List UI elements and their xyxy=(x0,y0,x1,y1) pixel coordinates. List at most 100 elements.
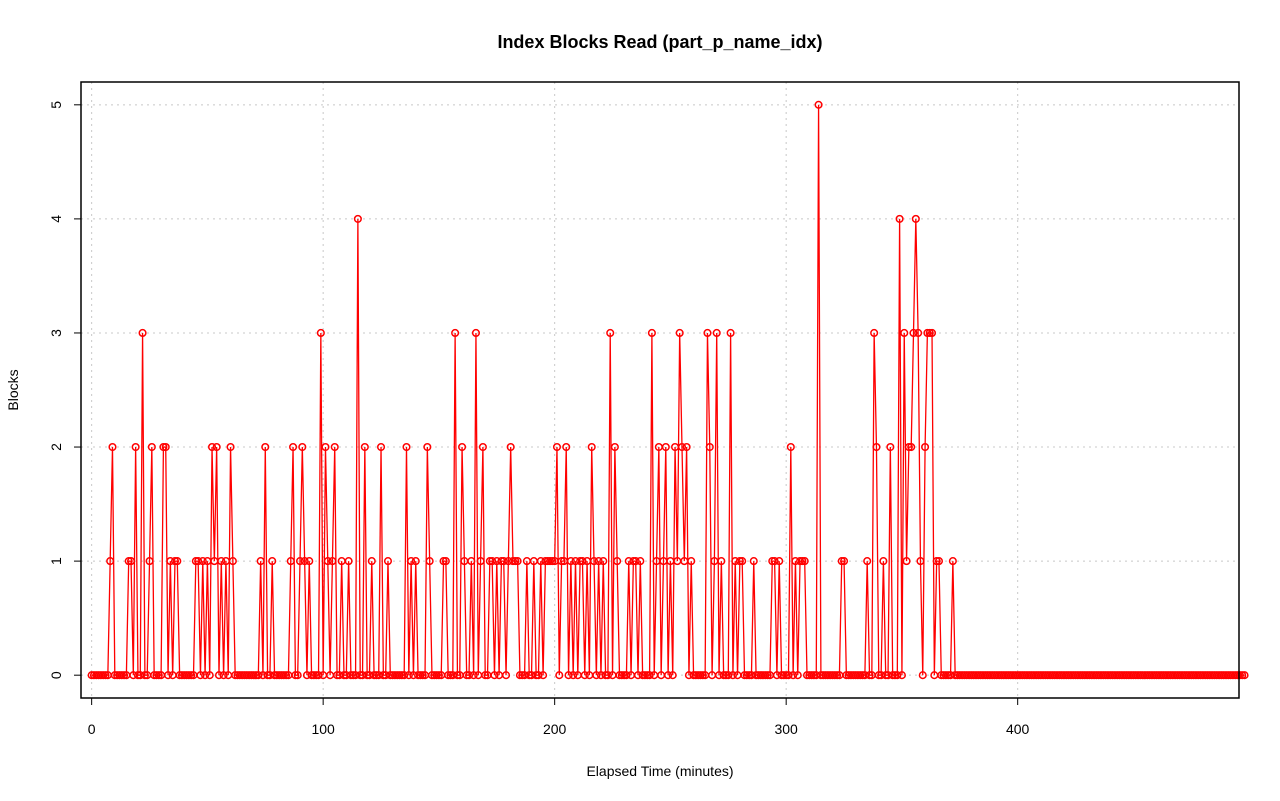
y-axis-label: Blocks xyxy=(5,369,21,410)
data-point xyxy=(261,442,270,452)
data-point xyxy=(376,442,386,452)
data-point xyxy=(589,557,599,566)
data-point xyxy=(321,442,330,452)
data-point xyxy=(592,671,601,680)
data-point xyxy=(814,100,823,109)
data-point xyxy=(895,214,904,223)
data-point xyxy=(622,671,631,680)
data-point xyxy=(488,557,497,566)
data-point xyxy=(738,557,747,566)
data-point xyxy=(256,557,265,566)
data-point xyxy=(469,671,478,680)
data-point xyxy=(404,671,413,680)
data-point xyxy=(464,671,474,680)
data-point xyxy=(728,671,737,680)
x-axis-label: Elapsed Time (minutes) xyxy=(586,763,733,779)
plot-frame xyxy=(80,81,1240,699)
data-point xyxy=(194,557,203,566)
data-point xyxy=(323,557,332,566)
data-point xyxy=(228,557,237,566)
data-point xyxy=(677,442,687,452)
data-point xyxy=(647,328,656,338)
data-point xyxy=(552,442,562,452)
data-point xyxy=(506,442,515,452)
plot-area xyxy=(87,100,1249,680)
data-point xyxy=(726,328,735,338)
data-point xyxy=(789,671,798,680)
data-point xyxy=(610,442,619,452)
data-point xyxy=(467,557,476,566)
data-point xyxy=(164,671,173,680)
data-point xyxy=(407,557,416,566)
data-point xyxy=(682,442,691,452)
data-point xyxy=(367,557,376,566)
data-point xyxy=(330,442,339,452)
data-point xyxy=(675,328,684,338)
axes: 0 100 200 300 400 0 1 2 3 4 5 xyxy=(48,101,1030,737)
data-point xyxy=(499,557,508,566)
data-point xyxy=(784,671,793,680)
data-point xyxy=(207,442,217,452)
data-point xyxy=(724,671,733,680)
data-point xyxy=(328,557,337,566)
data-point xyxy=(205,671,214,680)
data-point xyxy=(423,442,432,452)
data-point xyxy=(106,557,115,566)
data-point xyxy=(594,557,603,566)
data-point xyxy=(314,671,323,680)
data-point xyxy=(316,328,325,338)
data-point xyxy=(254,671,263,680)
data-point xyxy=(770,557,779,566)
data-point xyxy=(911,214,920,223)
data-point xyxy=(212,442,221,452)
data-point xyxy=(201,671,210,680)
data-point xyxy=(196,671,205,680)
data-point xyxy=(645,671,654,680)
data-point xyxy=(872,442,881,452)
data-point xyxy=(712,328,721,338)
data-point xyxy=(613,557,622,566)
data-point xyxy=(305,557,314,566)
data-point xyxy=(198,557,207,566)
data-point xyxy=(921,442,930,452)
data-point xyxy=(161,442,170,452)
data-point xyxy=(539,671,548,680)
y-tick-label: 0 xyxy=(48,671,64,679)
data-point xyxy=(1240,671,1249,680)
y-tick-label: 1 xyxy=(48,557,64,565)
y-tick-label: 2 xyxy=(48,443,64,451)
data-point xyxy=(411,557,420,566)
data-point xyxy=(126,557,136,566)
data-point xyxy=(478,442,487,452)
data-point xyxy=(451,328,460,338)
data-point xyxy=(425,557,434,566)
data-point xyxy=(502,671,511,680)
data-point xyxy=(870,328,879,338)
data-point xyxy=(631,557,640,566)
data-point xyxy=(300,557,309,566)
data-point xyxy=(606,328,615,338)
data-point xyxy=(555,671,564,680)
data-point xyxy=(295,557,305,566)
data-point xyxy=(138,328,147,338)
data-point xyxy=(217,557,226,566)
data-point xyxy=(471,328,481,338)
data-point xyxy=(703,328,712,338)
data-point xyxy=(580,671,589,680)
data-point xyxy=(907,442,916,452)
x-tick-label: 0 xyxy=(88,721,96,737)
data-point xyxy=(902,557,911,566)
data-point xyxy=(914,328,923,338)
data-point xyxy=(147,442,156,452)
data-point xyxy=(400,671,409,680)
data-point xyxy=(587,442,596,452)
y-tick-label: 3 xyxy=(48,329,64,337)
data-point xyxy=(786,442,795,452)
data-point xyxy=(934,557,944,566)
series-line xyxy=(91,104,1245,676)
data-point xyxy=(360,442,369,452)
data-point xyxy=(353,214,362,223)
data-point xyxy=(636,557,645,566)
data-point xyxy=(800,557,809,566)
y-tick-label: 4 xyxy=(48,215,64,223)
